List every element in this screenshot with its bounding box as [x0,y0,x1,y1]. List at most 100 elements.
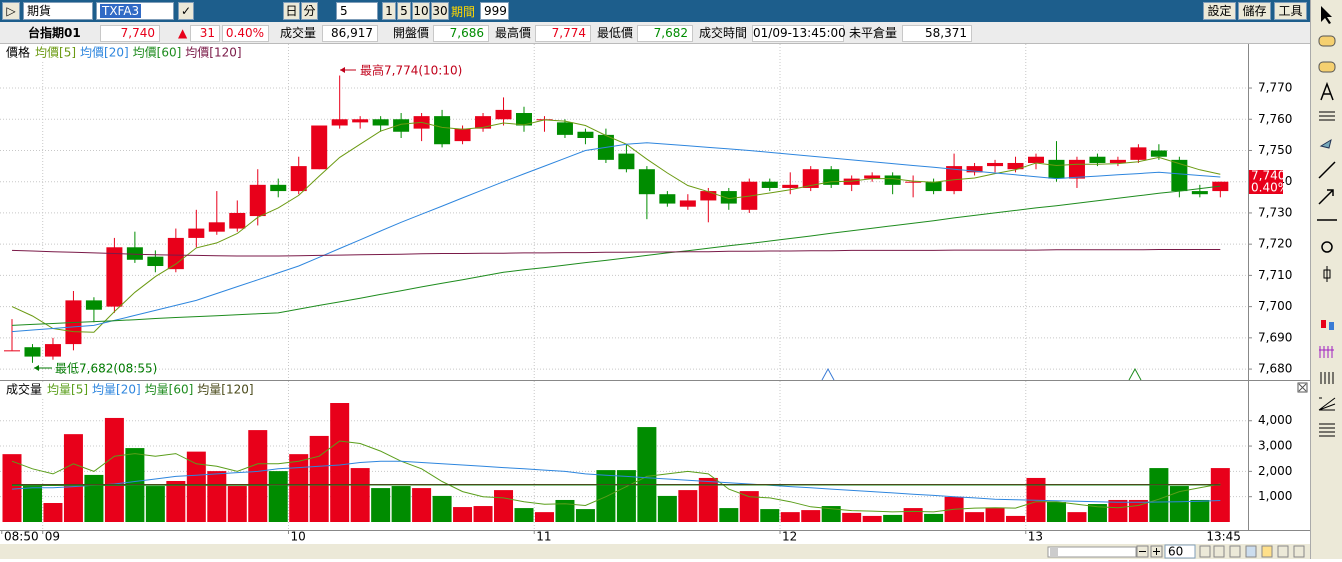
volume-bar [842,512,862,522]
high-label: 最高價 [495,26,532,40]
volume-bar [965,512,985,522]
text-tool[interactable] [1320,81,1334,101]
nav-button[interactable] [1199,545,1211,558]
fib-tool[interactable] [1320,372,1334,384]
candle-tool[interactable] [1323,266,1331,282]
candle-body [454,128,471,142]
x-tick-label: 09 [45,530,60,544]
side-icons [1317,6,1337,437]
ma-line [11,185,1221,326]
zoom-input[interactable] [1164,544,1196,559]
instrument-name: 台指期01 [28,26,81,40]
annotation-arrow-head [34,365,39,371]
channel-tool[interactable] [1319,423,1335,437]
x-tick-label: 10 [290,530,305,544]
volume-bar [289,454,309,522]
volume-bar [555,499,575,522]
candle-body [782,184,799,188]
y-tick-label: 7,760 [1258,112,1292,126]
legend-title: 價格 [6,45,30,60]
legend-title: 成交量 [6,382,42,397]
play-button[interactable]: ▷ [2,2,20,20]
bar-tool[interactable] [1329,322,1334,330]
volume-bar [760,509,780,522]
period-label: 期間 [451,5,476,19]
minute-button[interactable]: 分 [301,2,318,20]
candle-body [966,166,983,173]
volume-panel: 1,000 2,000 3,000 4,000 08:50 09 10 11 12 13 13:45… [0,381,1292,544]
ray-tool[interactable] [1318,189,1334,205]
market-select[interactable]: 期貨 [23,2,93,20]
nav-button[interactable] [1261,545,1273,558]
save-button[interactable]: 儲存 [1238,2,1271,20]
volume-bar [145,486,165,522]
volume-bar [514,508,534,522]
quick-button[interactable]: 30 [431,2,449,20]
quick-button[interactable]: 5 [397,2,411,20]
tools-button[interactable]: 工具 [1274,2,1307,20]
candle-body [843,178,860,185]
nav-button[interactable] [1245,545,1257,558]
volume-bar [678,490,698,522]
candle-body [188,228,205,238]
candle-body [249,184,266,217]
candle-body [638,169,655,195]
candle-body [434,116,451,145]
quick-button[interactable]: 1 [382,2,396,20]
candle-body [4,350,20,352]
volume-bar [227,486,247,522]
candle-body [1150,150,1167,157]
period-input[interactable]: 999 [480,2,509,20]
candle-body [393,119,410,132]
y-tick-label: 2,000 [1258,464,1292,478]
checkbox[interactable]: ✓ [178,2,194,20]
volume-bar [637,427,657,522]
grid-tool[interactable] [1319,346,1334,358]
day-button[interactable]: 日 [283,2,300,20]
pointer-tool[interactable] [1321,6,1332,24]
bar-tool[interactable] [1321,320,1326,328]
volume-bar [596,470,616,522]
x-tick-label: 11 [536,530,551,544]
hline-tool[interactable] [1319,111,1335,121]
eraser-tool[interactable] [1318,35,1336,47]
candle-body [659,194,676,204]
volume-bar [1128,499,1148,522]
symbol-input[interactable]: TXFA3 [96,2,174,20]
legend-entry: 均量[120] [197,383,253,397]
eraser-all-tool[interactable] [1318,61,1336,73]
candle-body [946,166,963,192]
close-icon [1298,383,1307,392]
candle-body [475,116,492,129]
volume-bar [616,470,636,522]
scrollbar[interactable] [1047,546,1137,558]
circle-tool[interactable] [1321,241,1333,253]
scroll-thumb[interactable] [1050,548,1058,556]
candle-body [126,247,143,260]
line-tool[interactable] [1318,161,1336,179]
nav-button[interactable] [1213,545,1225,558]
volume-bar [473,506,493,522]
volume-bar [22,486,42,522]
nav-button[interactable] [1277,545,1289,558]
fan-tool[interactable] [1318,397,1336,411]
low-value: 7,682 [637,25,693,42]
volume-bar [207,471,227,522]
fill-tool[interactable] [1319,138,1332,149]
volume-bar [432,495,452,522]
candle-body [556,122,573,135]
candle-body [208,222,225,232]
quick-button[interactable]: 10 [412,2,430,20]
settings-button[interactable]: 設定 [1203,2,1236,20]
candle-body [290,166,307,192]
volume-bar [780,512,800,522]
annotation-arrow-head [340,67,345,73]
high-value: 7,774 [535,25,591,42]
interval-select[interactable]: 5 [336,2,378,20]
y-tick-label: 7,680 [1258,362,1292,376]
nav-button[interactable] [1229,545,1241,558]
candle-body [679,200,696,207]
nav-button[interactable] [1293,545,1305,558]
symbol: TXFA3 [100,4,142,18]
volume-bar [371,488,391,522]
